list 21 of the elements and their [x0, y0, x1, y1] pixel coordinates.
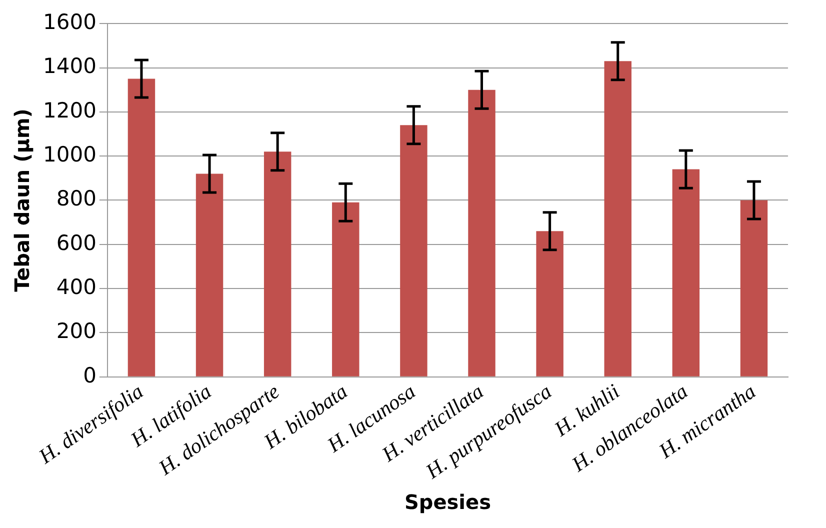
y-tick-label: 1000 — [42, 142, 96, 167]
bar — [264, 152, 292, 376]
bar — [196, 174, 224, 376]
y-tick-label: 800 — [56, 186, 96, 211]
y-tick-label: 400 — [56, 274, 96, 299]
bar — [536, 231, 564, 376]
bar — [604, 61, 632, 376]
y-tick-label: 200 — [56, 319, 96, 344]
y-tick-label: 1200 — [42, 98, 96, 122]
y-tick-label: 0 — [83, 363, 96, 388]
bar — [740, 200, 768, 376]
y-tick-label: 600 — [56, 230, 96, 255]
bar — [128, 78, 156, 376]
bar — [468, 90, 496, 376]
bar — [672, 169, 700, 376]
y-axis-title: Tebal daun (µm) — [10, 108, 34, 292]
y-tick-label: 1600 — [42, 10, 96, 34]
y-tick-label: 1400 — [42, 54, 96, 78]
x-axis-title: Spesies — [404, 490, 491, 514]
bar — [400, 125, 428, 376]
bar — [332, 202, 360, 376]
